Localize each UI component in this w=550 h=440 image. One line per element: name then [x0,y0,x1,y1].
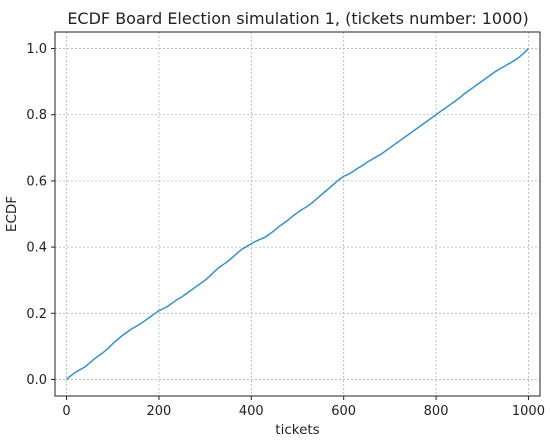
x-tick-label: 800 [424,404,449,419]
x-tick-label: 400 [239,404,264,419]
plot-area-frame [54,31,541,397]
x-tick-label: 1000 [512,404,545,419]
axis-ticks: 0 200 400 600 800 1000 0.0 0.2 0.4 0.6 0.8 1.0 [26,42,545,419]
y-tick-label: 0.2 [26,307,47,322]
y-axis-label: ECDF [4,196,20,232]
x-axis-label: tickets [275,422,319,438]
y-tick-label: 1.0 [26,42,47,57]
y-tick-label: 0.6 [26,174,47,189]
y-tick-label: 0.8 [26,108,47,123]
x-tick-label: 0 [62,404,70,419]
y-tick-label: 0.0 [26,373,47,388]
y-tick-label: 0.4 [26,241,47,256]
ecdf-series-line [66,48,529,381]
chart-title: ECDF Board Election simulation 1, (ticke… [67,9,528,28]
x-tick-label: 200 [147,404,172,419]
gridlines [55,32,540,396]
x-tick-label: 600 [331,404,356,419]
series-layer [66,48,529,381]
